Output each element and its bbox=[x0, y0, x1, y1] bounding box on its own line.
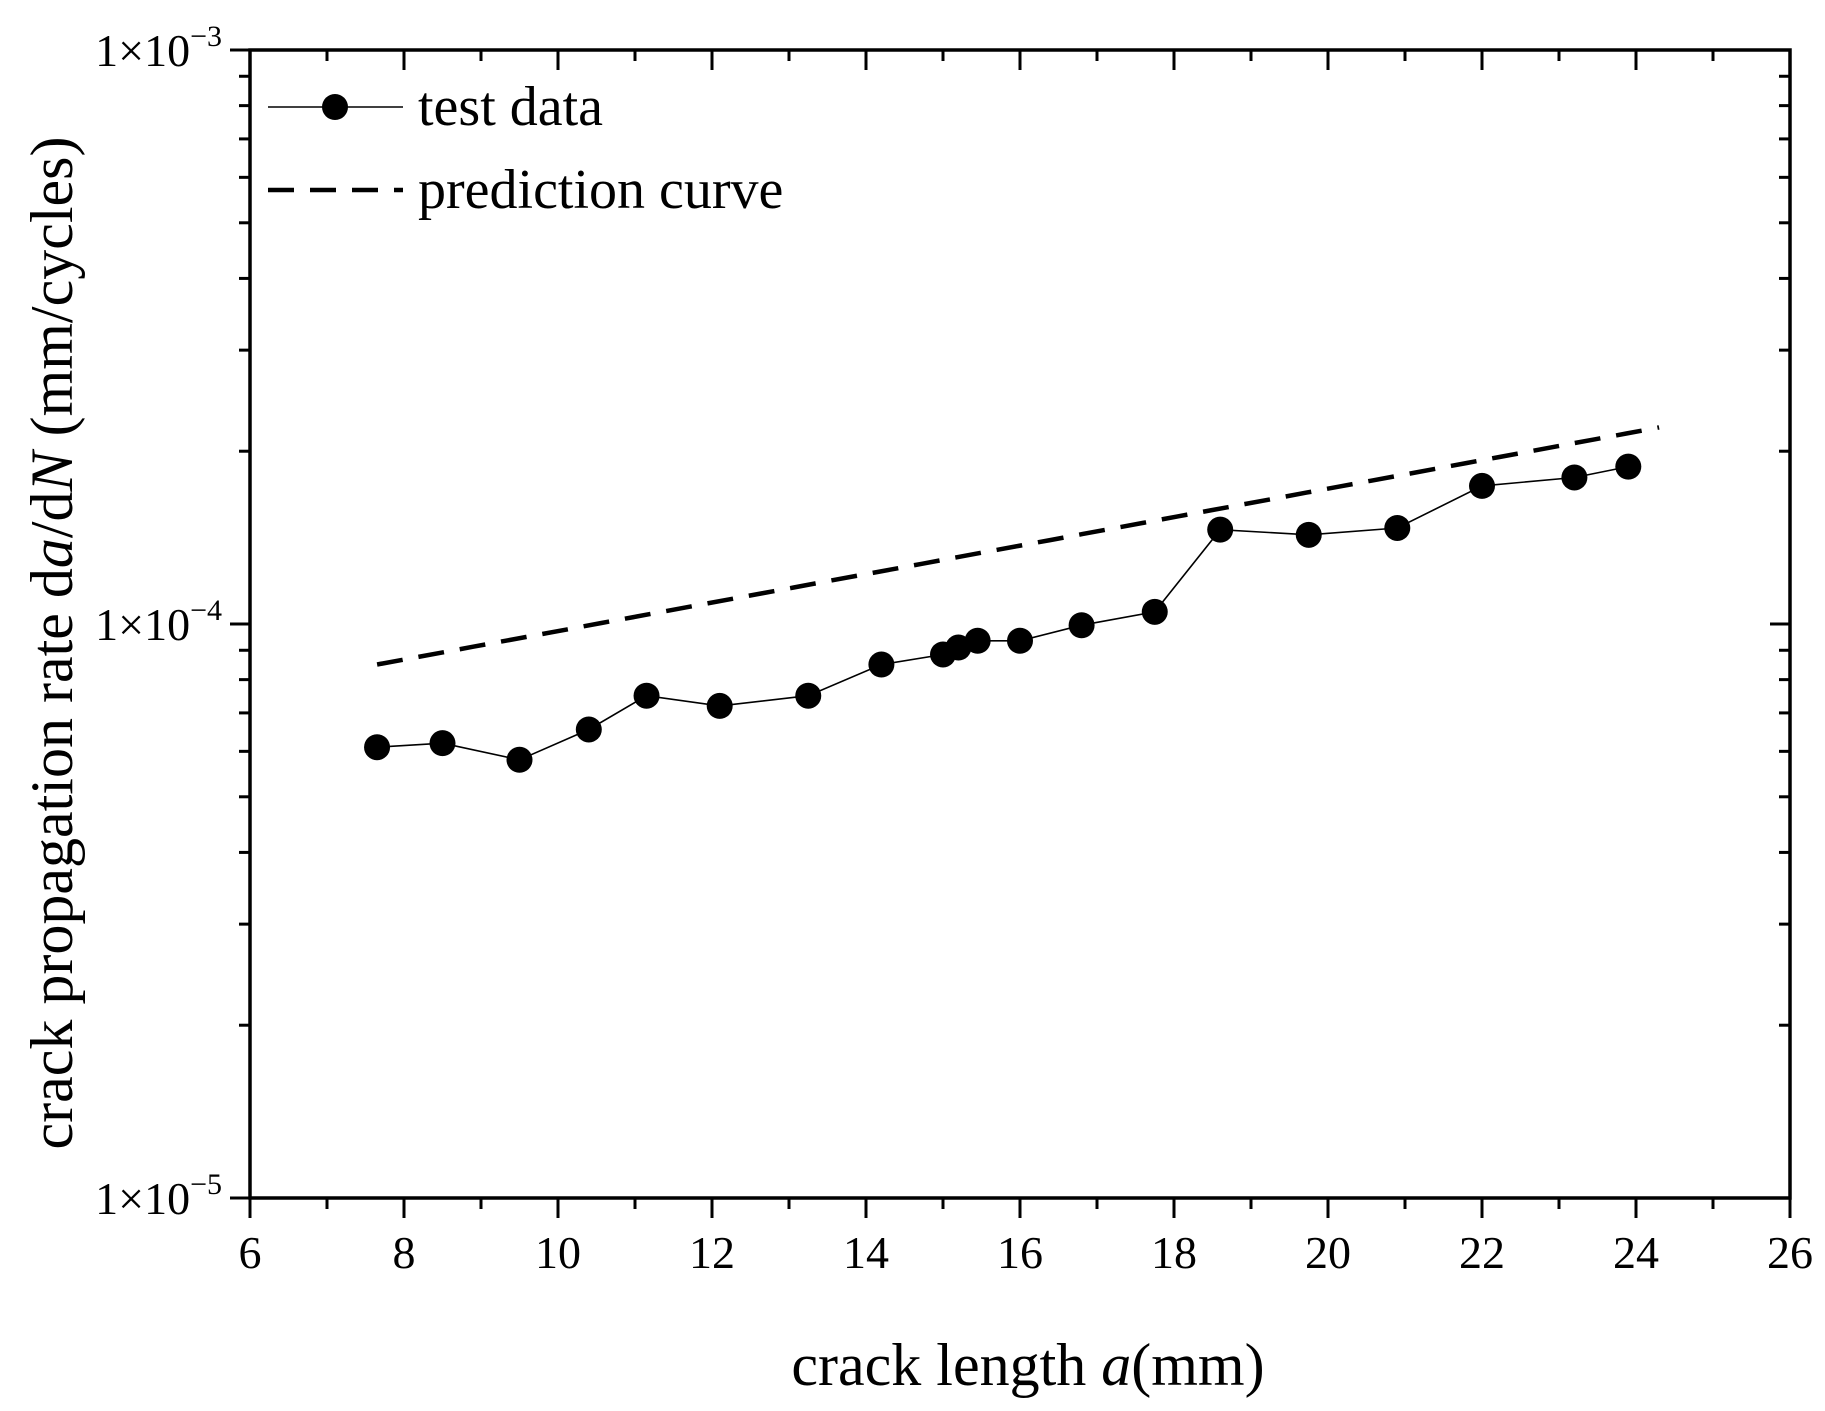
x-tick-label: 14 bbox=[843, 1227, 889, 1278]
test-data-point bbox=[506, 746, 533, 773]
test-data-point bbox=[1469, 472, 1495, 499]
test-data-point bbox=[575, 716, 602, 743]
axis-ticks: 6 8 10 12 14 16 18 20 22 24 261×10−51×10−41×10−3 bbox=[95, 20, 1813, 1278]
test-data-point bbox=[706, 692, 733, 719]
legend: test data prediction curve bbox=[268, 76, 783, 221]
x-tick-label: 18 bbox=[1151, 1227, 1197, 1278]
test-data-point bbox=[964, 627, 991, 654]
test-data-point bbox=[1561, 464, 1588, 491]
plot-border bbox=[248, 48, 1792, 1200]
x-tick-label: 26 bbox=[1767, 1227, 1813, 1278]
x-tick-label: 20 bbox=[1305, 1227, 1351, 1278]
test-data-point bbox=[1295, 521, 1322, 548]
y-axis-title: crack propagation rate da/dN (mm/cycles) bbox=[19, 137, 85, 1150]
x-tick-label: 12 bbox=[689, 1227, 735, 1278]
legend-test-data-marker bbox=[322, 94, 348, 120]
test-data-point bbox=[868, 651, 895, 678]
test-data-point bbox=[1068, 612, 1095, 639]
test-data-line bbox=[377, 465, 1629, 761]
test-data-point bbox=[795, 682, 822, 709]
x-tick-label: 24 bbox=[1613, 1227, 1659, 1278]
test-data-point bbox=[364, 734, 391, 761]
test-data-point bbox=[1615, 453, 1642, 480]
test-data-point bbox=[1007, 627, 1033, 654]
series-layer bbox=[364, 425, 1660, 773]
x-tick-label: 8 bbox=[393, 1227, 416, 1278]
y-tick-label-exponent: −4 bbox=[190, 594, 222, 627]
x-tick-label: 10 bbox=[535, 1227, 581, 1278]
x-tick-label: 22 bbox=[1459, 1227, 1505, 1278]
test-data-point bbox=[1384, 514, 1411, 541]
legend-prediction-curve-label: prediction curve bbox=[418, 159, 783, 221]
x-axis-title: crack length a(mm) bbox=[791, 1332, 1264, 1398]
y-tick-label-base: 1×10 bbox=[95, 25, 190, 76]
x-tick-label: 6 bbox=[239, 1227, 262, 1278]
test-data-point bbox=[1141, 598, 1168, 625]
plot-frame bbox=[248, 48, 1792, 1200]
y-tick-label-base: 1×10 bbox=[95, 599, 190, 650]
test-data-point bbox=[429, 730, 456, 757]
y-tick-label-base: 1×10 bbox=[95, 1173, 190, 1224]
x-tick-label: 16 bbox=[997, 1227, 1043, 1278]
test-data-point bbox=[633, 682, 660, 709]
y-tick-label-exponent: −3 bbox=[190, 20, 222, 53]
prediction-curve-line bbox=[376, 425, 1660, 667]
y-tick-label: 1×10−5 bbox=[95, 1168, 222, 1224]
y-tick-label-exponent: −5 bbox=[190, 1168, 222, 1201]
y-tick-label: 1×10−3 bbox=[95, 20, 222, 76]
legend-test-data-label: test data bbox=[418, 76, 603, 138]
test-data-point bbox=[1207, 516, 1234, 543]
y-tick-label: 1×10−4 bbox=[95, 594, 222, 650]
